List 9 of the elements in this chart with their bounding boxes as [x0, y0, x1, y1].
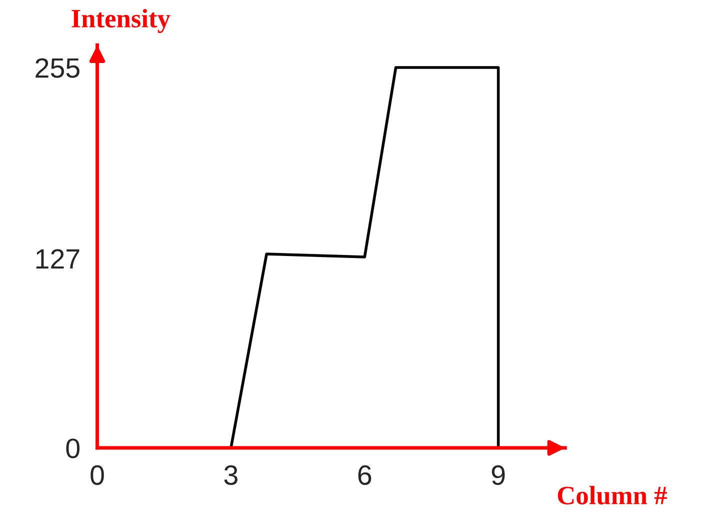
- y-tick-label: 127: [36, 249, 80, 269]
- x-tick-label: 0: [90, 465, 104, 485]
- x-axis-title: Column #: [558, 486, 667, 505]
- y-axis-title: Intensity: [72, 8, 170, 33]
- y-tick-label: 255: [36, 58, 80, 78]
- y-tick-label: 0: [66, 438, 80, 458]
- x-tick-label: 3: [224, 465, 238, 485]
- x-tick-label: 9: [492, 465, 505, 485]
- x-tick-label: 6: [358, 465, 372, 485]
